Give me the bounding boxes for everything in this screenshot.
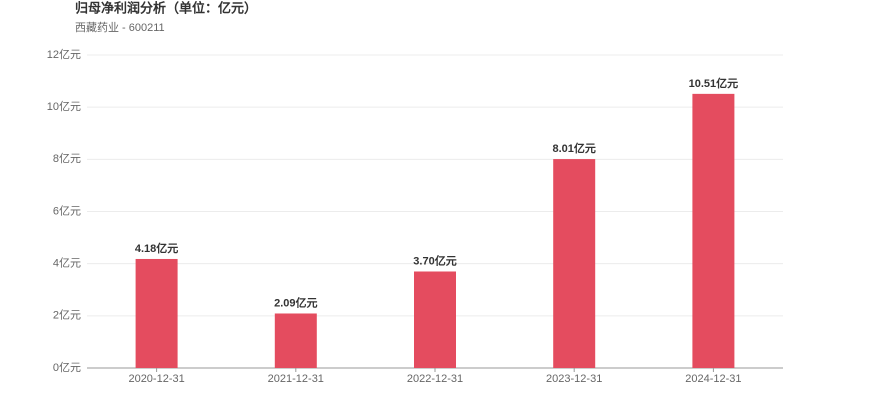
bar: [692, 93, 735, 368]
y-tick-label: 12亿元: [47, 48, 81, 61]
data-label: 10.51亿元: [689, 76, 739, 90]
x-tick-label: 2022-12-31: [407, 373, 463, 385]
data-label: 8.01亿元: [552, 141, 595, 155]
y-tick-label: 8亿元: [53, 152, 81, 165]
y-tick-label: 0亿元: [53, 361, 81, 374]
chart-subtitle: 西藏药业 - 600211: [75, 21, 165, 34]
data-label: 3.70亿元: [413, 253, 456, 267]
chart-title: 归母净利润分析（单位：亿元）: [75, 0, 257, 15]
x-tick-label: 2023-12-31: [546, 373, 602, 385]
bar: [414, 271, 456, 368]
x-tick-label: 2020-12-31: [128, 373, 184, 385]
y-tick-label: 6亿元: [53, 204, 81, 217]
bar: [274, 313, 317, 368]
y-tick-label: 10亿元: [47, 100, 81, 113]
bar: [135, 258, 178, 368]
bar: [553, 159, 596, 368]
x-tick-label: 2021-12-31: [268, 373, 324, 385]
x-tick-label: 2024-12-31: [685, 373, 741, 385]
y-tick-label: 4亿元: [53, 257, 81, 270]
y-tick-label: 2亿元: [53, 309, 81, 322]
data-label: 4.18亿元: [135, 241, 178, 255]
data-label: 2.09亿元: [274, 295, 317, 309]
